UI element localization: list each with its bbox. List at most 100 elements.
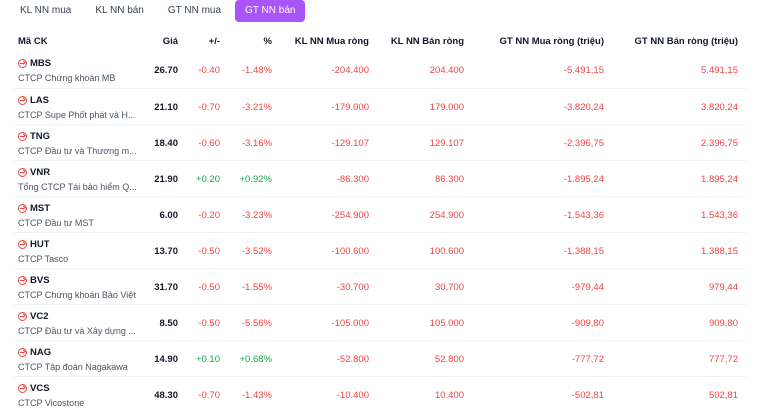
arrow-circle-icon	[18, 168, 27, 177]
arrow-circle-icon	[18, 132, 27, 141]
table-row[interactable]: HUT CTCP Tasco 13.70 -0.50 -3.52% -100.600 100…	[14, 232, 746, 268]
gt-sell-cell: 777,72	[708, 354, 738, 365]
arrow-circle-icon	[18, 276, 27, 285]
header-pct[interactable]: %	[263, 36, 272, 47]
gt-buy-cell: -1.388,15	[563, 246, 604, 257]
pct-cell: -3.52%	[241, 246, 272, 257]
table-row[interactable]: MST CTCP Đầu tư MST 6.00 -0.20 -3.23% -254.90…	[14, 196, 746, 232]
arrow-circle-icon	[18, 96, 27, 105]
stock-symbol[interactable]: LAS	[30, 95, 49, 106]
table-row[interactable]: TNG CTCP Đầu tư và Thương m... 18.40 -0.60 -…	[14, 124, 746, 160]
header-price[interactable]: Giá	[162, 36, 178, 47]
symbol-cell[interactable]: VC2	[18, 311, 48, 322]
header-kl-buy[interactable]: KL NN Mua ròng	[294, 36, 369, 47]
stock-symbol[interactable]: MBS	[30, 58, 52, 69]
kl-buy-cell: -52.800	[336, 354, 369, 365]
company-name: Tổng CTCP Tái bảo hiểm Q...	[18, 182, 137, 192]
gt-sell-cell: 1.543,36	[701, 210, 738, 221]
pct-cell: -1.55%	[241, 282, 272, 293]
header-gt-buy[interactable]: GT NN Mua ròng (triệu)	[499, 36, 605, 47]
kl-buy-cell: -204.400	[331, 65, 369, 76]
arrow-circle-icon	[18, 59, 27, 68]
table-body: MBS CTCP Chứng khoán MB 26.70 -0.40 -1.48% -2…	[14, 52, 746, 412]
gt-sell-cell: 3.820,24	[701, 102, 738, 113]
pct-cell: +0.92%	[239, 174, 273, 185]
tab-kl-nn-mua[interactable]: KL NN mua	[20, 5, 72, 16]
header-symbol[interactable]: Mã CK	[18, 36, 48, 47]
company-name: CTCP Chứng khoán Bảo Việt	[18, 290, 136, 300]
symbol-cell[interactable]: MST	[18, 203, 50, 214]
table-row[interactable]: VC2 CTCP Đầu tư và Xây dựng ... 8.50 -0.50 -…	[14, 304, 746, 340]
kl-sell-cell: 100.600	[429, 246, 464, 257]
symbol-cell[interactable]: BVS	[18, 275, 50, 286]
gt-sell-cell: 2.396,75	[701, 138, 738, 149]
price-cell: 6.00	[159, 210, 179, 221]
price-cell: 8.50	[159, 318, 179, 329]
stock-symbol[interactable]: TNG	[30, 131, 51, 142]
table-row[interactable]: MBS CTCP Chứng khoán MB 26.70 -0.40 -1.48% -2…	[14, 52, 746, 88]
stock-symbol[interactable]: NAG	[30, 347, 52, 358]
gt-buy-cell: -1.895,24	[563, 174, 604, 185]
tab-kl-nn-ban[interactable]: KL NN bán	[95, 5, 144, 16]
stock-symbol[interactable]: HUT	[30, 239, 50, 250]
kl-buy-cell: -105.000	[331, 318, 369, 329]
kl-sell-cell: 30.700	[434, 282, 464, 293]
pct-cell: +0.68%	[239, 354, 273, 365]
gt-buy-cell: -5.491,15	[563, 65, 604, 76]
company-name: CTCP Tập đoàn Nagakawa	[18, 362, 128, 372]
kl-sell-cell: 204.400	[429, 65, 464, 76]
change-cell: +0.20	[195, 174, 220, 185]
kl-buy-cell: -86.300	[336, 174, 369, 185]
pct-cell: -3.21%	[241, 102, 272, 113]
kl-buy-cell: -179.000	[331, 102, 369, 113]
change-cell: -0.50	[198, 318, 220, 329]
gt-buy-cell: -2.396,75	[563, 138, 604, 149]
table-row[interactable]: NAG CTCP Tập đoàn Nagakawa 14.90 +0.10 +0.68…	[14, 340, 746, 376]
symbol-cell[interactable]: VNR	[18, 167, 50, 178]
tab-gt-nn-ban[interactable]: GT NN bán	[235, 0, 306, 22]
kl-buy-cell: -100.600	[331, 246, 369, 257]
symbol-cell[interactable]: VCS	[18, 383, 50, 394]
change-cell: -0.70	[198, 102, 220, 113]
symbol-cell[interactable]: TNG	[18, 131, 50, 142]
change-cell: -0.50	[198, 282, 220, 293]
header-change[interactable]: +/-	[208, 36, 220, 47]
gt-sell-cell: 1.895,24	[701, 174, 738, 185]
kl-buy-cell: -30.700	[336, 282, 369, 293]
header-kl-sell[interactable]: KL NN Bán ròng	[390, 36, 464, 47]
tab-gt-nn-mua[interactable]: GT NN mua	[167, 5, 222, 16]
table-row[interactable]: BVS CTCP Chứng khoán Bảo Việt 31.70 -0.50 -1…	[14, 268, 746, 304]
change-cell: -0.60	[198, 138, 220, 149]
stock-symbol[interactable]: VCS	[30, 383, 50, 394]
stock-symbol[interactable]: BVS	[30, 275, 50, 286]
gt-buy-cell: -979,44	[571, 282, 604, 293]
gt-sell-cell: 909,80	[708, 318, 738, 329]
stock-symbol[interactable]: VNR	[30, 167, 51, 178]
gt-buy-cell: -909,80	[571, 318, 604, 329]
pct-cell: -5.56%	[241, 318, 272, 329]
pct-cell: -3.23%	[241, 210, 272, 221]
table-row[interactable]: VCS CTCP Vicostone 48.30 -0.70 -1.43% -10.400…	[14, 376, 746, 412]
symbol-cell[interactable]: HUT	[18, 239, 50, 250]
stock-symbol[interactable]: MST	[30, 203, 51, 214]
table-row[interactable]: LAS CTCP Supe Phốt phát và H... 21.10 -0.70…	[14, 88, 746, 124]
tab-bar: KL NN mua KL NN bán GT NN mua GT NN bán	[10, 0, 306, 22]
kl-sell-cell: 129.107	[429, 138, 464, 149]
gt-buy-cell: -1.543,36	[563, 210, 604, 221]
arrow-circle-icon	[18, 384, 27, 393]
change-cell: -0.20	[198, 210, 220, 221]
kl-sell-cell: 179.000	[429, 102, 464, 113]
company-name: CTCP Tasco	[18, 254, 69, 264]
gt-sell-cell: 502,81	[708, 390, 738, 401]
arrow-circle-icon	[18, 348, 27, 357]
company-name: CTCP Đầu tư và Xây dựng ...	[18, 326, 136, 336]
symbol-cell[interactable]: NAG	[18, 347, 51, 358]
stock-symbol[interactable]: VC2	[30, 311, 49, 322]
symbol-cell[interactable]: MBS	[18, 58, 51, 69]
company-name: CTCP Chứng khoán MB	[18, 73, 116, 83]
table-row[interactable]: VNR Tổng CTCP Tái bảo hiểm Q... 21.90 +0.20…	[14, 160, 746, 196]
symbol-cell[interactable]: LAS	[18, 95, 49, 106]
change-cell: -0.40	[198, 65, 220, 76]
price-cell: 26.70	[154, 65, 178, 76]
header-gt-sell[interactable]: GT NN Bán ròng (triệu)	[634, 36, 738, 47]
